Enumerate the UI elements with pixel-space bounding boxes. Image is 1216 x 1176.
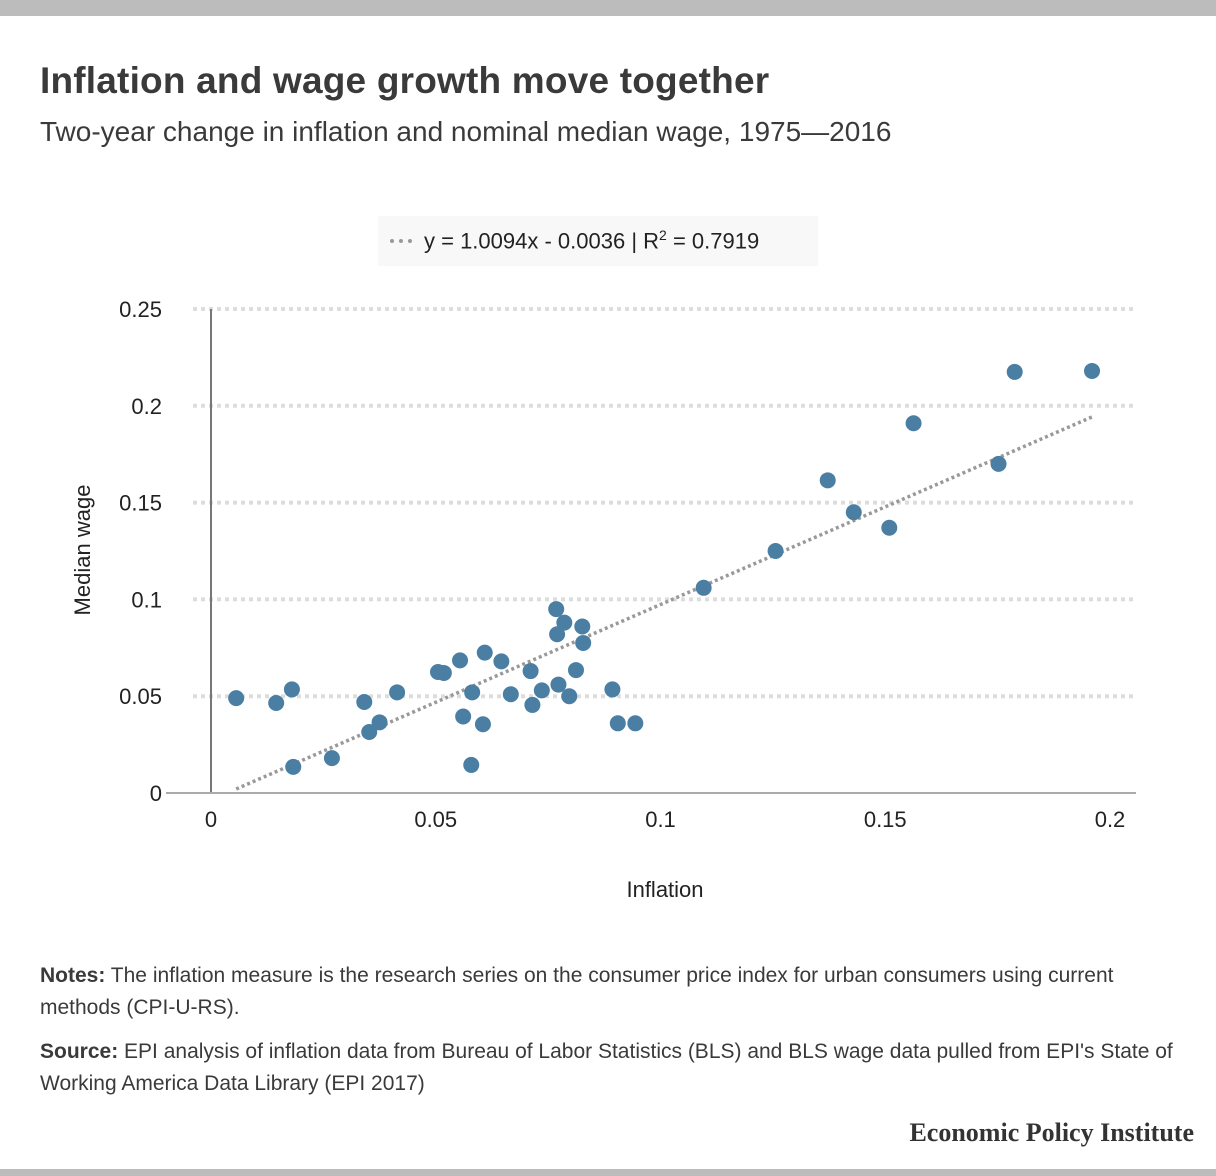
data-point [522,663,539,680]
data-point [627,715,644,732]
data-point [455,708,472,725]
x-axis-title: Inflation [626,877,703,902]
data-point [502,686,519,703]
data-point [575,634,592,651]
data-point [435,664,452,681]
data-point [452,652,469,669]
data-point [767,543,784,559]
r-squared-superscript: 2 [659,227,667,243]
data-point [371,714,388,731]
source-text: EPI analysis of inflation data from Bure… [40,1040,1173,1095]
data-point [493,653,510,670]
data-point [567,662,584,679]
y-tick-label: 0 [150,781,162,806]
trendline-equation: y = 1.0094x - 0.0036 | R [424,228,660,254]
data-point [524,696,541,713]
data-point [356,694,373,711]
x-tick-label: 0.05 [414,807,457,832]
data-point [561,688,578,705]
x-tick-label: 0.2 [1095,807,1126,832]
data-point [990,455,1007,472]
trendline-legend-label: y = 1.0094x - 0.0036 | R2 = 0.7919 [424,227,759,254]
data-point [268,694,285,711]
data-point [1084,362,1101,379]
data-point [361,724,378,741]
data-point [550,676,567,693]
x-tick-label: 0.15 [864,807,907,832]
data-point [389,684,406,701]
notes-label: Notes: [40,964,106,987]
y-tick-label: 0.15 [119,491,162,516]
scatter-plot: 0 0.05 0.1 0.15 0.2 0.25 0 0.05 0.1 0.15 0.2 Medi… [70,297,1136,902]
legend: y = 1.0094x - 0.0036 | R2 = 0.7919 [378,216,818,266]
trendline-legend-swatch [390,239,412,243]
y-tick-label: 0.05 [119,684,162,709]
source-paragraph: Source: EPI analysis of inflation data f… [40,1036,1180,1100]
data-point [474,716,491,733]
bottom-border-bar [0,1169,1216,1176]
data-point [604,681,621,698]
data-point [476,644,493,661]
data-point [323,750,340,767]
data-point [556,614,573,631]
source-label: Source: [40,1040,119,1063]
r-squared-value: = 0.7919 [666,228,760,254]
data-point [695,579,712,596]
data-point [574,618,591,635]
data-point [881,519,898,536]
data-point [549,626,566,643]
data-point [464,684,481,701]
data-point [533,682,550,699]
epi-logo-text: Economic Policy Institute [909,1118,1194,1147]
data-point [819,472,836,489]
y-tick-label: 0.2 [131,394,162,419]
data-point [548,601,565,618]
data-point [905,415,922,432]
x-tick-label: 0 [205,807,217,832]
y-tick-label: 0.1 [131,587,162,612]
data-point [285,758,302,775]
data-point [609,715,626,732]
y-tick-labels: 0 0.05 0.1 0.15 0.2 0.25 [119,297,162,806]
y-tick-label: 0.25 [119,297,162,322]
notes-text: The inflation measure is the research se… [40,964,1114,1019]
gridlines [193,307,1136,699]
notes-paragraph: Notes: The inflation measure is the rese… [40,960,1180,1024]
data-point [228,690,245,707]
chart-subtitle: Two-year change in inflation and nominal… [40,116,892,147]
data-point [463,756,480,773]
data-point [283,681,300,698]
data-point [845,504,862,521]
y-axis-title: Median wage [70,485,95,616]
top-border-bar [0,0,1216,16]
data-point [1006,363,1023,380]
chart-title: Inflation and wage growth move together [40,60,770,101]
data-points [228,362,1101,775]
x-tick-label: 0.1 [645,807,676,832]
x-tick-labels: 0 0.05 0.1 0.15 0.2 [205,807,1125,832]
